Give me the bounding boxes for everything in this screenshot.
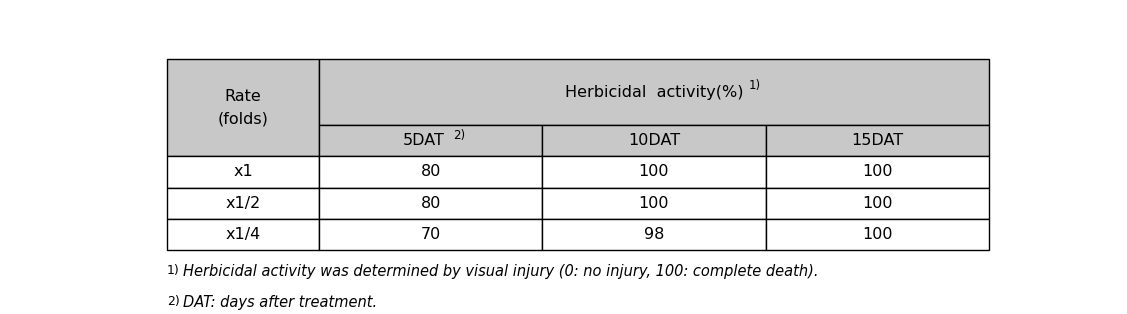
- Text: Rate
(folds): Rate (folds): [218, 89, 268, 127]
- Text: Herbicidal activity was determined by visual injury (0: no injury, 100: complete: Herbicidal activity was determined by vi…: [183, 264, 818, 279]
- Bar: [542, 156, 765, 187]
- Bar: [319, 187, 542, 219]
- Text: 1): 1): [748, 79, 761, 92]
- Bar: [542, 219, 765, 251]
- Text: 10DAT: 10DAT: [628, 133, 680, 148]
- Bar: [542, 125, 765, 156]
- Text: Herbicidal  activity(%): Herbicidal activity(%): [565, 84, 743, 100]
- Bar: [319, 125, 542, 156]
- Text: x1: x1: [233, 164, 252, 179]
- Text: 2): 2): [167, 295, 180, 308]
- Text: x1/2: x1/2: [225, 196, 260, 211]
- Bar: [319, 156, 542, 187]
- Text: 1): 1): [167, 264, 180, 277]
- Text: 70: 70: [420, 227, 441, 242]
- Text: 100: 100: [862, 164, 893, 179]
- Bar: [167, 219, 319, 251]
- Text: 80: 80: [420, 164, 441, 179]
- Bar: [765, 156, 988, 187]
- Text: 100: 100: [862, 227, 893, 242]
- Text: DAT: days after treatment.: DAT: days after treatment.: [183, 295, 376, 310]
- Text: x1/4: x1/4: [225, 227, 260, 242]
- Text: 98: 98: [644, 227, 664, 242]
- Text: 2): 2): [453, 129, 465, 142]
- Bar: [319, 219, 542, 251]
- Text: 100: 100: [639, 196, 669, 211]
- Text: 5DAT: 5DAT: [402, 133, 444, 148]
- Text: 100: 100: [862, 196, 893, 211]
- Bar: [167, 59, 319, 156]
- Text: 80: 80: [420, 196, 441, 211]
- Text: 15DAT: 15DAT: [851, 133, 904, 148]
- Bar: [542, 187, 765, 219]
- Bar: [765, 219, 988, 251]
- Bar: [167, 187, 319, 219]
- Bar: [167, 156, 319, 187]
- Bar: [319, 59, 988, 125]
- Bar: [765, 187, 988, 219]
- Bar: [765, 125, 988, 156]
- Text: 100: 100: [639, 164, 669, 179]
